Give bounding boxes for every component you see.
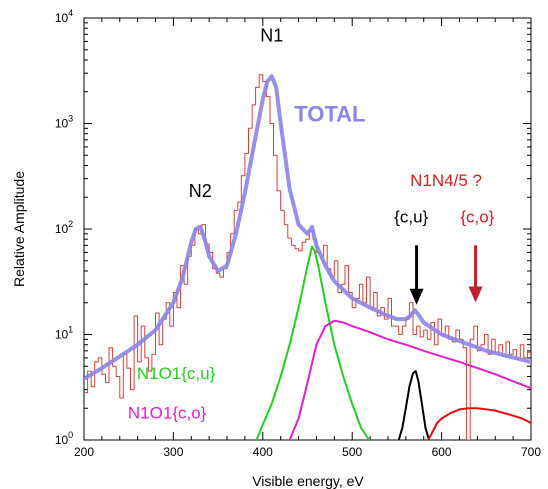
annotation-label: N1O1{c,o} [128, 403, 207, 422]
annotation-label: {c,u} [394, 208, 428, 227]
series-line-5 [427, 407, 531, 440]
axis-ticks: 200 300 400 500 600 700 100 101 102 103 104 [55, 8, 542, 459]
y-tick-label: 100 [55, 430, 73, 447]
y-tick-label: 103 [55, 114, 73, 131]
series-line-2 [255, 245, 371, 440]
x-tick-label: 200 [74, 445, 94, 459]
x-axis-label: Visible energy, eV [252, 473, 364, 489]
x-tick-label: 500 [342, 445, 362, 459]
series-layer [84, 74, 531, 440]
x-tick-label: 400 [253, 445, 273, 459]
y-tick-label: 101 [55, 325, 73, 342]
x-tick-label: 600 [432, 445, 452, 459]
y-tick-label: 102 [55, 219, 73, 236]
arrow-head [409, 288, 424, 305]
series-line-3 [288, 319, 531, 440]
annotation-label: N2 [189, 181, 212, 201]
x-tick-label: 700 [521, 445, 541, 459]
annotation-label: {c,o} [460, 208, 494, 227]
annotation-label: N1N4/5 ? [410, 171, 482, 190]
series-line-1 [84, 74, 531, 381]
annotation-layer: N1 N2 TOTAL N1N4/5 ? {c,u} {c,o} N1O1{c,u} N1O1… [128, 25, 495, 422]
annotation-label: TOTAL [294, 101, 365, 126]
arrow-head [468, 286, 483, 303]
y-tick-label: 104 [55, 8, 73, 25]
series-line-4 [397, 370, 431, 440]
y-axis-label: Relative Amplitude [11, 171, 27, 287]
annotation-label: N1O1{c,u} [137, 364, 216, 383]
annotation-label: N1 [260, 25, 283, 45]
x-tick-label: 300 [163, 445, 183, 459]
arrow-layer [409, 245, 483, 305]
